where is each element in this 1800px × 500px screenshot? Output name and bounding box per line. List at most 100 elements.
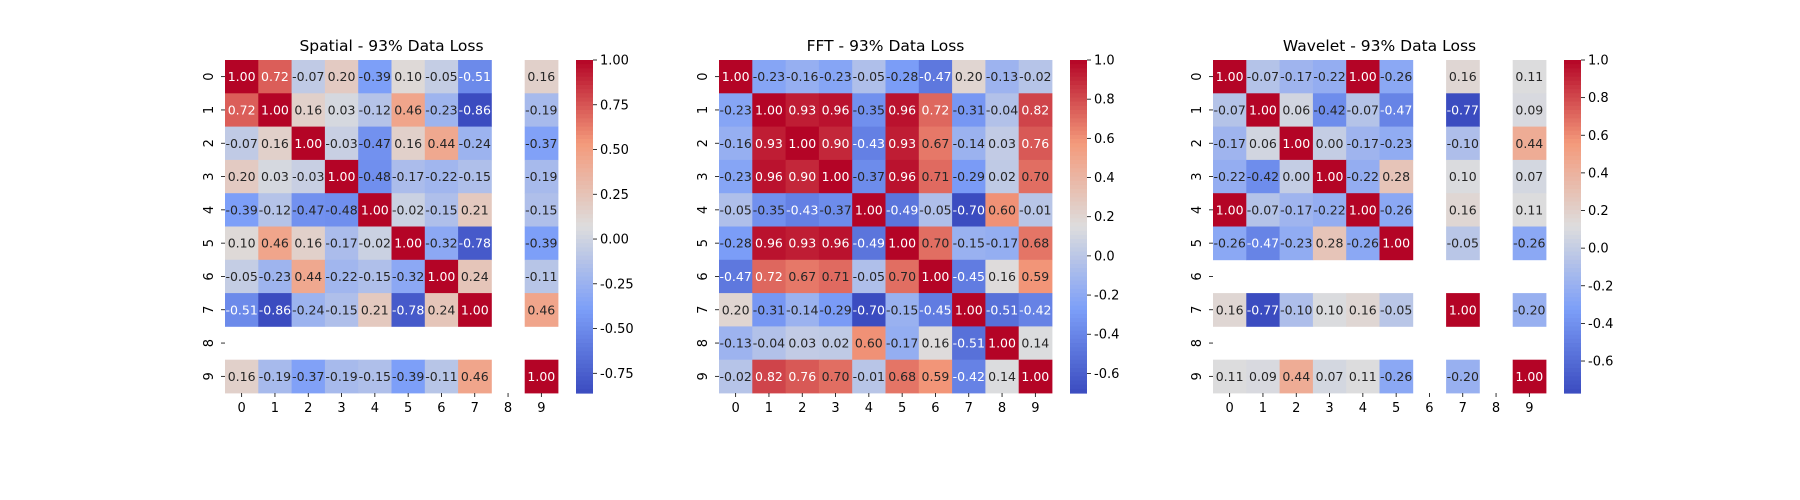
colorbar-tick-label: 1.0 (1094, 54, 1115, 69)
heatmap-cell (1246, 193, 1280, 227)
heatmap-cell (785, 226, 820, 261)
colorbar-segment (1564, 318, 1581, 323)
cell-annotation: -0.04 (986, 102, 1018, 117)
colorbar-segment (1070, 184, 1087, 190)
heatmap-cell (1279, 93, 1314, 127)
heatmap-cell (424, 259, 459, 294)
heatmap-cell (1379, 159, 1414, 194)
heatmap-cell (1379, 293, 1414, 327)
y-tick-label: 9 (202, 372, 217, 380)
colorbar-segment (1564, 293, 1581, 298)
y-tick-label: 6 (696, 272, 711, 280)
colorbar-segment (1564, 247, 1581, 253)
x-tick-label: 6 (437, 401, 445, 416)
cell-annotation: 0.20 (328, 69, 356, 84)
heatmap-cell (358, 60, 392, 94)
heatmap-cell (458, 60, 492, 94)
cell-annotation: 0.93 (888, 136, 916, 151)
cell-annotation: -0.35 (753, 202, 785, 217)
cell-annotation: 0.06 (1249, 136, 1277, 151)
cell-annotation: 0.02 (822, 336, 850, 351)
colorbar-segment (1070, 247, 1087, 253)
colorbar-segment (1564, 255, 1581, 261)
heatmap-cell (752, 60, 786, 94)
cell-annotation: -0.15 (953, 236, 985, 251)
colorbar-tick-label: 0.8 (1094, 93, 1115, 108)
heatmap-cell (752, 159, 786, 194)
colorbar-segment (1564, 222, 1581, 228)
heatmap-cell (852, 293, 886, 327)
colorbar-segment (1564, 201, 1581, 207)
heatmap-cell (1018, 226, 1053, 261)
heatmap-cell (258, 259, 292, 294)
heatmap-cell (1346, 159, 1380, 194)
x-tick-label: 8 (998, 401, 1006, 416)
heatmap-cell (225, 126, 259, 161)
heatmap-cell (1018, 293, 1053, 327)
x-tick-label: 7 (1459, 401, 1467, 416)
cell-annotation: -0.05 (1380, 302, 1412, 317)
heatmap-cell (524, 259, 559, 294)
cell-annotation: -0.12 (259, 202, 291, 217)
heatmap-cell (324, 60, 359, 94)
colorbar-segment (1070, 226, 1087, 232)
heatmap-cell (818, 126, 853, 161)
heatmap-cell (1346, 359, 1380, 394)
cell-annotation: -0.70 (853, 302, 885, 317)
cell-annotation: -0.22 (1313, 202, 1345, 217)
colorbar-segment (576, 105, 593, 111)
heatmap-cell (1446, 226, 1480, 261)
heatmap-cell (785, 326, 820, 361)
cell-annotation: -0.05 (1447, 236, 1479, 251)
cell-annotation: -0.07 (1213, 102, 1245, 117)
cell-annotation: 0.44 (1282, 369, 1310, 384)
cell-annotation: 1.00 (1216, 202, 1244, 217)
heatmap-cell (524, 93, 559, 127)
colorbar-segment (576, 168, 593, 173)
heatmap-cell (818, 259, 853, 294)
cell-annotation: 0.76 (1021, 136, 1049, 151)
cell-annotation: -0.23 (1380, 136, 1412, 151)
colorbar-segment (1564, 301, 1581, 307)
heatmap-cell (391, 60, 426, 94)
heatmap-cell (918, 359, 953, 394)
colorbar-segment (1564, 226, 1581, 232)
heatmap-cell (358, 93, 392, 127)
colorbar-segment (1564, 122, 1581, 128)
heatmap-cell (225, 259, 259, 294)
cell-annotation: -0.16 (786, 69, 818, 84)
colorbar-segment (1070, 330, 1087, 336)
cell-annotation: 0.72 (228, 102, 256, 117)
heatmap-cell (952, 126, 986, 161)
colorbar-segment (1564, 347, 1581, 352)
colorbar-segment (1070, 230, 1087, 236)
cell-annotation: 0.10 (228, 236, 256, 251)
colorbar-segment (1070, 347, 1087, 352)
colorbar-segment (1070, 288, 1087, 294)
cell-annotation: 1.00 (788, 136, 816, 151)
cell-annotation: -0.37 (819, 202, 851, 217)
cell-annotation: 0.72 (922, 102, 950, 117)
colorbar-segment (1070, 293, 1087, 298)
cell-annotation: -0.24 (459, 136, 491, 151)
colorbar-segment (1070, 313, 1087, 319)
heatmap-cell (524, 359, 559, 394)
colorbar-segment (576, 376, 593, 382)
heatmap-cell (918, 60, 953, 94)
heatmap-cell (985, 60, 1020, 94)
cell-annotation: -0.47 (292, 202, 324, 217)
cell-annotation: 0.96 (755, 236, 783, 251)
heatmap-cell (818, 226, 853, 261)
cell-annotation: 0.60 (988, 202, 1016, 217)
heatmap-cell (1379, 126, 1414, 161)
colorbar-segment (1564, 338, 1581, 344)
colorbar-segment (576, 347, 593, 352)
cell-annotation: 1.00 (1449, 302, 1477, 317)
cell-annotation: 1.00 (922, 269, 950, 284)
colorbar-segment (1070, 118, 1087, 124)
heatmap-cell (391, 159, 426, 194)
heatmap-cell (985, 293, 1020, 327)
cell-annotation: 0.16 (1449, 69, 1477, 84)
colorbar-segment (576, 159, 593, 165)
heatmap-cell (719, 126, 753, 161)
